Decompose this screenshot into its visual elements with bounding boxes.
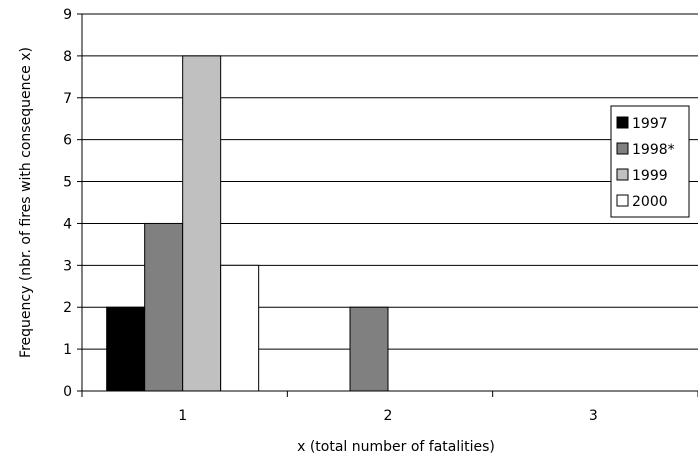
legend-swatch bbox=[616, 194, 629, 207]
bars bbox=[106, 55, 389, 392]
x-axis-label: x (total number of fatalities) bbox=[297, 439, 495, 455]
legend-label: 1998* bbox=[632, 142, 675, 158]
x-tick-label: 2 bbox=[384, 408, 393, 424]
bar-1999-x1 bbox=[182, 55, 222, 392]
y-tick-label: 3 bbox=[63, 258, 72, 274]
x-tick-label: 3 bbox=[589, 408, 598, 424]
bar-1997-x1 bbox=[106, 306, 146, 392]
axes bbox=[77, 13, 698, 397]
y-tick-label: 7 bbox=[63, 91, 72, 107]
y-tick-label: 8 bbox=[63, 49, 72, 65]
bar-2000-x1 bbox=[220, 264, 260, 392]
y-tick-label: 2 bbox=[63, 300, 72, 316]
y-axis-label: Frequency (nbr. of fires with consequenc… bbox=[18, 47, 34, 358]
bar-1998-x1 bbox=[144, 222, 184, 392]
y-tick-label: 0 bbox=[63, 384, 72, 400]
y-tick-label: 6 bbox=[63, 133, 72, 149]
y-tick-labels: 0 1 2 3 4 5 6 7 8 9 bbox=[63, 7, 72, 400]
x-tick-labels: 1 2 3 bbox=[178, 408, 598, 424]
legend-swatch bbox=[616, 168, 629, 181]
legend-swatch bbox=[616, 142, 629, 155]
y-tick-label: 4 bbox=[63, 216, 72, 232]
x-tick-label: 1 bbox=[178, 408, 187, 424]
legend-label: 1997 bbox=[632, 116, 668, 132]
y-tick-label: 1 bbox=[63, 342, 72, 358]
legend-swatch bbox=[616, 116, 629, 129]
y-tick-label: 9 bbox=[63, 7, 72, 23]
legend-label: 1999 bbox=[632, 168, 668, 184]
legend: 1997 1998* 1999 2000 bbox=[610, 105, 690, 218]
legend-label: 2000 bbox=[632, 194, 668, 210]
y-tick-label: 5 bbox=[63, 175, 72, 191]
bar-1998-x2 bbox=[349, 306, 389, 392]
